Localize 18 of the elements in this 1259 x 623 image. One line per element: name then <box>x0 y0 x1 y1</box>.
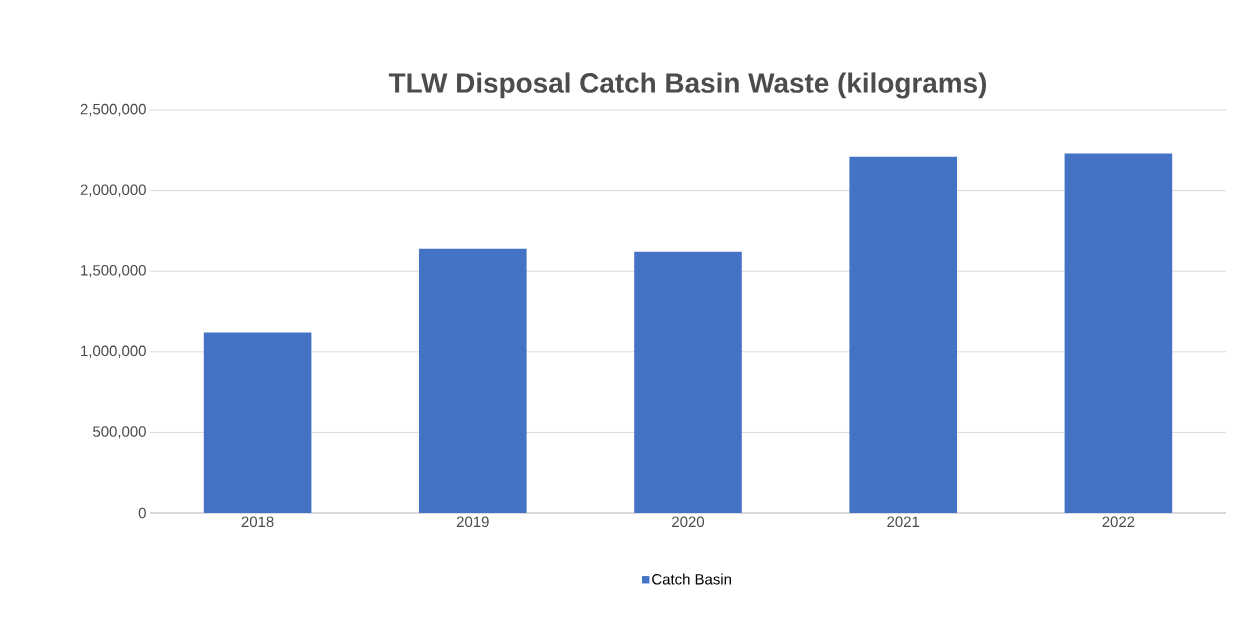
chart-title: TLW Disposal Catch Basin Waste (kilograms) <box>388 72 986 99</box>
bar <box>849 156 957 513</box>
y-tick-label: 0 <box>138 507 146 519</box>
x-tick-label: 2018 <box>241 516 274 528</box>
x-tick-label: 2019 <box>456 516 489 528</box>
x-tick-label: 2022 <box>1102 516 1135 528</box>
bar <box>419 248 527 513</box>
x-tick-label: 2021 <box>887 516 920 528</box>
bar <box>203 332 312 513</box>
y-tick-label: 500,000 <box>93 426 146 439</box>
x-tick-label: 2020 <box>672 516 705 528</box>
bar <box>634 251 742 513</box>
legend-label: Catch Basin <box>652 573 731 585</box>
bar <box>1064 153 1173 513</box>
y-tick-label: 2,000,000 <box>80 184 146 197</box>
y-tick-label: 1,000,000 <box>81 345 146 358</box>
y-tick-label: 2,500,000 <box>80 103 146 117</box>
y-tick-label: 1,500,000 <box>81 265 146 278</box>
